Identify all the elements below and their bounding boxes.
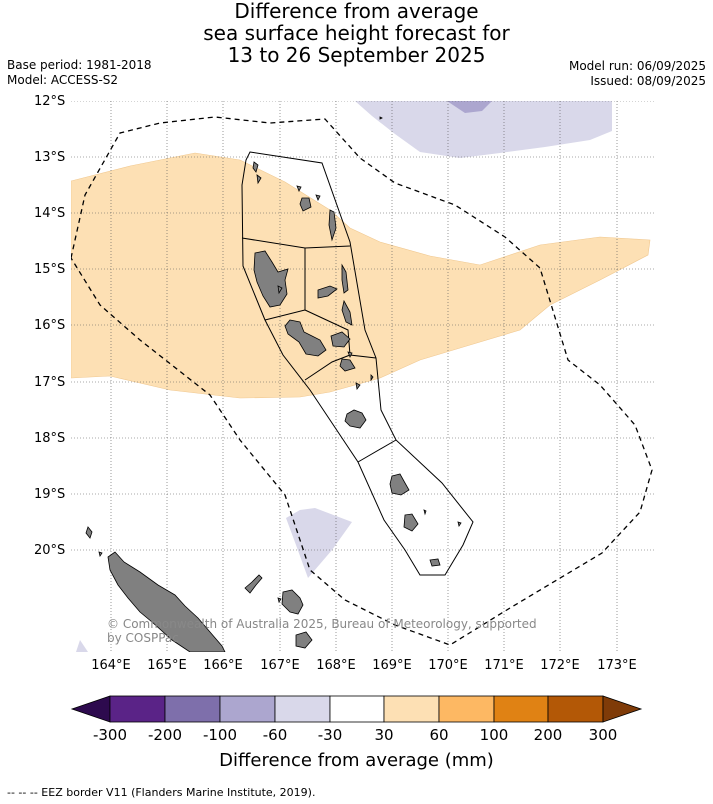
base-period: Base period: 1981-2018 bbox=[7, 58, 152, 72]
run-info: Model run: 06/09/2025 Issued: 08/09/2025 bbox=[569, 59, 706, 89]
island-aneityum bbox=[429, 558, 441, 567]
island-tiga bbox=[277, 597, 282, 603]
island-shepherd bbox=[347, 351, 353, 358]
island-belep-2 bbox=[98, 551, 103, 557]
lat-label-17s: 17°S bbox=[34, 375, 66, 390]
island-lifou bbox=[281, 589, 304, 615]
lon-label-170e: 170°E bbox=[428, 658, 468, 673]
lon-label-168e: 168°E bbox=[316, 658, 356, 673]
issued-date: Issued: 08/09/2025 bbox=[590, 74, 706, 88]
colorbar bbox=[70, 695, 643, 723]
negative-anomaly-south bbox=[286, 508, 352, 578]
island-paama bbox=[341, 299, 353, 326]
colorbar-bin-1 bbox=[109, 695, 166, 723]
colorbar-label-1: -300 bbox=[92, 726, 128, 744]
eez-border bbox=[71, 116, 653, 646]
lat-label-13s: 13°S bbox=[34, 150, 66, 165]
model-info: Base period: 1981-2018 Model: ACCESS-S2 bbox=[7, 58, 152, 88]
lat-label-14s: 14°S bbox=[34, 206, 66, 221]
colorbar-label-7: 60 bbox=[429, 726, 449, 744]
island-malo bbox=[277, 285, 283, 295]
colorbar-low-extend bbox=[70, 695, 111, 723]
island-mare bbox=[295, 631, 313, 649]
title-line-3: 13 to 26 September 2025 bbox=[227, 43, 486, 67]
negative-anomaly-corner bbox=[76, 640, 88, 652]
colorbar-bin-3 bbox=[219, 695, 276, 723]
colorbar-label-10: 300 bbox=[588, 726, 618, 744]
island-malekula bbox=[284, 319, 327, 357]
copyright-line-1: © Commonwealth of Australia 2025, Bureau… bbox=[107, 617, 537, 631]
island-tanna bbox=[403, 513, 419, 532]
island-torres-2 bbox=[256, 174, 262, 185]
island-aniwa bbox=[423, 509, 427, 516]
lat-label-18s: 18°S bbox=[34, 431, 66, 446]
colorbar-bin-6 bbox=[383, 695, 440, 723]
title-line-2: sea surface height forecast for bbox=[203, 21, 510, 45]
colorbar-label-3: -100 bbox=[202, 726, 238, 744]
colorbar-bin-5 bbox=[329, 695, 385, 723]
island-futuna bbox=[457, 521, 462, 527]
positive-anomaly-region bbox=[71, 152, 651, 399]
island-aoba bbox=[317, 285, 338, 299]
colorbar-label-6: 30 bbox=[374, 726, 394, 744]
island-walpole bbox=[379, 116, 383, 120]
lat-label-12s: 12°S bbox=[34, 94, 66, 109]
lon-label-164e: 164°E bbox=[91, 658, 131, 673]
island-ouvea bbox=[244, 574, 263, 594]
copyright-line-2: by COSPPac bbox=[107, 631, 179, 645]
map-plot-area bbox=[71, 101, 656, 652]
model-name: Model: ACCESS-S2 bbox=[7, 73, 119, 87]
lat-label-20s: 20°S bbox=[34, 543, 66, 558]
island-ambrym bbox=[330, 331, 351, 348]
colorbar-bin-2 bbox=[164, 695, 221, 723]
model-run: Model run: 06/09/2025 bbox=[568, 59, 706, 73]
colorbar-high-extend bbox=[602, 695, 643, 723]
negative-anomaly-north bbox=[355, 101, 612, 158]
islands bbox=[85, 116, 462, 652]
lon-label-169e: 169°E bbox=[372, 658, 412, 673]
island-new-caledonia bbox=[107, 551, 226, 652]
colorbar-label-4: -60 bbox=[262, 726, 288, 744]
island-erromango bbox=[389, 473, 410, 496]
colorbar-label-5: -30 bbox=[317, 726, 343, 744]
title-line-1: Difference from average bbox=[234, 0, 479, 23]
island-small-banks bbox=[315, 194, 321, 201]
lon-label-173e: 173°E bbox=[597, 658, 637, 673]
colorbar-title: Difference from average (mm) bbox=[219, 750, 494, 771]
colorbar-label-2: -200 bbox=[147, 726, 183, 744]
lat-label-15s: 15°S bbox=[34, 262, 66, 277]
island-efate bbox=[344, 409, 367, 429]
island-pentecost bbox=[341, 263, 349, 294]
island-belep bbox=[85, 526, 93, 539]
island-small-2 bbox=[370, 374, 374, 382]
island-epi bbox=[339, 358, 356, 372]
lon-label-171e: 171°E bbox=[484, 658, 524, 673]
island-espiritu-santo bbox=[253, 250, 289, 308]
island-gaua bbox=[299, 197, 312, 212]
colorbar-label-9: 200 bbox=[533, 726, 563, 744]
island-vanua-lava bbox=[296, 185, 302, 192]
colorbar-bin-7 bbox=[438, 695, 495, 723]
colorbar-label-8: 100 bbox=[479, 726, 509, 744]
lon-label-172e: 172°E bbox=[540, 658, 580, 673]
eez-footnote: -- -- -- EEZ border V11 (Flanders Marine… bbox=[7, 786, 316, 799]
copyright-notice: © Commonwealth of Australia 2025, Bureau… bbox=[107, 617, 537, 645]
map-title: Difference from average sea surface heig… bbox=[0, 0, 713, 66]
colorbar-bin-4 bbox=[274, 695, 331, 723]
negative-anomaly-north-core bbox=[447, 101, 492, 113]
lat-label-16s: 16°S bbox=[34, 318, 66, 333]
province-boundaries bbox=[241, 151, 474, 576]
lon-label-165e: 165°E bbox=[147, 658, 187, 673]
lon-label-167e: 167°E bbox=[260, 658, 300, 673]
island-maewo bbox=[328, 209, 337, 242]
island-torres bbox=[252, 161, 259, 173]
colorbar-bin-9 bbox=[547, 695, 604, 723]
lat-label-19s: 19°S bbox=[34, 487, 66, 502]
lon-label-166e: 166°E bbox=[203, 658, 243, 673]
colorbar-bin-8 bbox=[493, 695, 549, 723]
island-small-1 bbox=[355, 382, 361, 390]
